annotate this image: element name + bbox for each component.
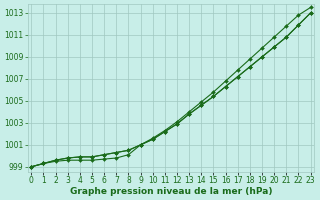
X-axis label: Graphe pression niveau de la mer (hPa): Graphe pression niveau de la mer (hPa) xyxy=(70,187,272,196)
